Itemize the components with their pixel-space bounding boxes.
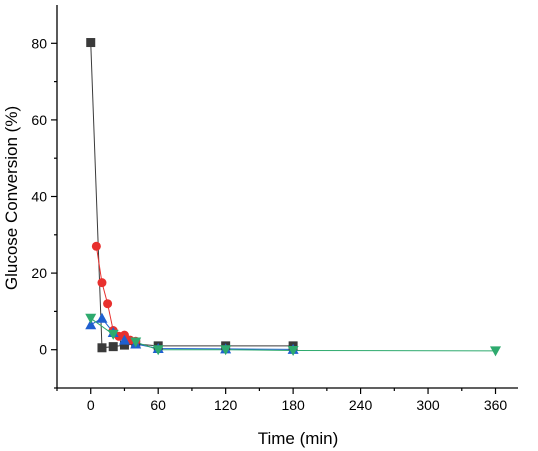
x-axis-title: Time (min) xyxy=(258,429,339,448)
data-point xyxy=(152,345,164,356)
data-point xyxy=(91,241,101,251)
y-tick-label: 0 xyxy=(39,342,47,358)
x-tick-label: 300 xyxy=(416,397,440,413)
data-point xyxy=(118,334,130,345)
y-tick-label: 20 xyxy=(31,265,47,281)
data-point xyxy=(85,319,97,330)
y-axis-title: Glucose Conversion (%) xyxy=(2,106,21,290)
data-point xyxy=(86,38,96,48)
data-point xyxy=(96,312,108,323)
series-lines xyxy=(90,42,496,352)
x-tick-label: 60 xyxy=(150,397,166,413)
y-tick-label: 40 xyxy=(31,189,47,205)
y-tick-label: 60 xyxy=(31,112,47,128)
x-tick-label: 0 xyxy=(87,397,95,413)
data-point xyxy=(97,278,107,288)
data-point xyxy=(119,340,129,350)
data-point xyxy=(490,346,502,357)
data-point xyxy=(220,345,232,356)
data-point xyxy=(103,299,113,309)
data-point xyxy=(287,345,299,356)
x-tick-label: 120 xyxy=(214,397,238,413)
series-line-1 xyxy=(90,42,294,349)
data-point xyxy=(107,329,119,340)
y-tick-label: 80 xyxy=(31,35,47,51)
x-tick-label: 240 xyxy=(349,397,373,413)
x-tick-label: 180 xyxy=(281,397,305,413)
axes: 0 60 120 180 240 300 360 0 20 40 60 80 xyxy=(31,5,518,413)
data-point xyxy=(130,337,142,348)
data-point xyxy=(97,343,107,353)
data-point xyxy=(108,342,118,352)
data-point xyxy=(85,313,97,324)
series-markers xyxy=(85,38,502,357)
x-tick-label: 360 xyxy=(484,397,508,413)
